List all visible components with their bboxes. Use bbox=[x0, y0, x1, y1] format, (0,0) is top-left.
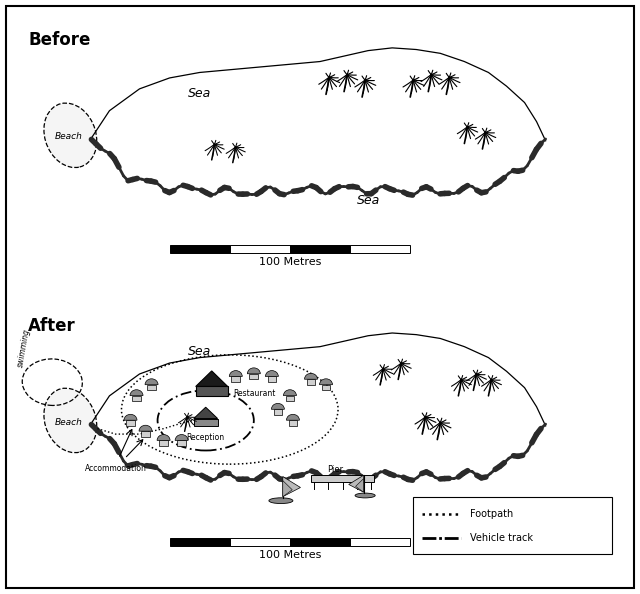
Ellipse shape bbox=[44, 388, 97, 453]
Bar bbox=[290, 538, 350, 546]
Text: 100 Metres: 100 Metres bbox=[259, 257, 321, 267]
Bar bbox=[196, 387, 228, 396]
Bar bbox=[159, 440, 168, 446]
Text: Beach: Beach bbox=[54, 418, 83, 426]
Wedge shape bbox=[124, 414, 137, 420]
Bar bbox=[273, 409, 282, 415]
Text: Sea: Sea bbox=[356, 194, 380, 207]
Wedge shape bbox=[305, 373, 317, 379]
Text: Beach: Beach bbox=[54, 132, 83, 141]
Text: Reception: Reception bbox=[187, 433, 225, 442]
Polygon shape bbox=[283, 481, 292, 497]
Polygon shape bbox=[92, 333, 545, 480]
Text: Before: Before bbox=[28, 31, 91, 49]
FancyBboxPatch shape bbox=[413, 497, 612, 554]
Wedge shape bbox=[319, 379, 333, 385]
Wedge shape bbox=[175, 435, 188, 440]
Ellipse shape bbox=[269, 498, 293, 504]
Bar bbox=[285, 396, 294, 402]
Polygon shape bbox=[356, 479, 364, 492]
Bar bbox=[147, 385, 156, 390]
Bar bbox=[230, 245, 290, 253]
Wedge shape bbox=[130, 390, 143, 396]
Bar bbox=[126, 420, 135, 426]
Bar bbox=[322, 385, 330, 390]
Text: Restaurant: Restaurant bbox=[233, 388, 275, 397]
Wedge shape bbox=[284, 390, 296, 396]
Text: After: After bbox=[28, 317, 76, 334]
Wedge shape bbox=[247, 368, 260, 374]
Text: Pier: Pier bbox=[327, 465, 343, 475]
Bar bbox=[311, 475, 374, 482]
Bar bbox=[250, 374, 258, 380]
Polygon shape bbox=[92, 48, 545, 195]
Wedge shape bbox=[229, 371, 243, 377]
Bar bbox=[350, 245, 410, 253]
Bar bbox=[268, 377, 276, 382]
Wedge shape bbox=[157, 435, 170, 440]
Wedge shape bbox=[271, 403, 284, 409]
Ellipse shape bbox=[44, 103, 97, 168]
Text: 100 Metres: 100 Metres bbox=[259, 550, 321, 560]
Bar bbox=[132, 396, 141, 402]
Text: Footpath: Footpath bbox=[470, 510, 514, 519]
Bar bbox=[232, 377, 240, 382]
Bar bbox=[290, 245, 350, 253]
Wedge shape bbox=[145, 379, 158, 385]
Bar bbox=[307, 379, 316, 385]
Text: Sea: Sea bbox=[188, 345, 211, 358]
Text: Sea: Sea bbox=[188, 87, 211, 100]
Bar bbox=[350, 538, 410, 546]
Wedge shape bbox=[287, 414, 300, 420]
Text: Vehicle track: Vehicle track bbox=[470, 533, 533, 543]
Bar bbox=[194, 419, 218, 426]
Bar bbox=[177, 440, 186, 446]
Polygon shape bbox=[194, 407, 218, 419]
Bar bbox=[141, 431, 150, 437]
Bar bbox=[170, 538, 230, 546]
Polygon shape bbox=[196, 371, 228, 387]
Wedge shape bbox=[139, 425, 152, 431]
Text: Accommodation: Accommodation bbox=[84, 464, 147, 473]
Bar bbox=[230, 538, 290, 546]
Ellipse shape bbox=[355, 493, 375, 498]
Wedge shape bbox=[266, 371, 278, 377]
Bar bbox=[170, 245, 230, 253]
Polygon shape bbox=[349, 475, 364, 492]
Text: swimming: swimming bbox=[16, 328, 32, 368]
Polygon shape bbox=[283, 476, 300, 497]
Bar bbox=[289, 420, 297, 426]
